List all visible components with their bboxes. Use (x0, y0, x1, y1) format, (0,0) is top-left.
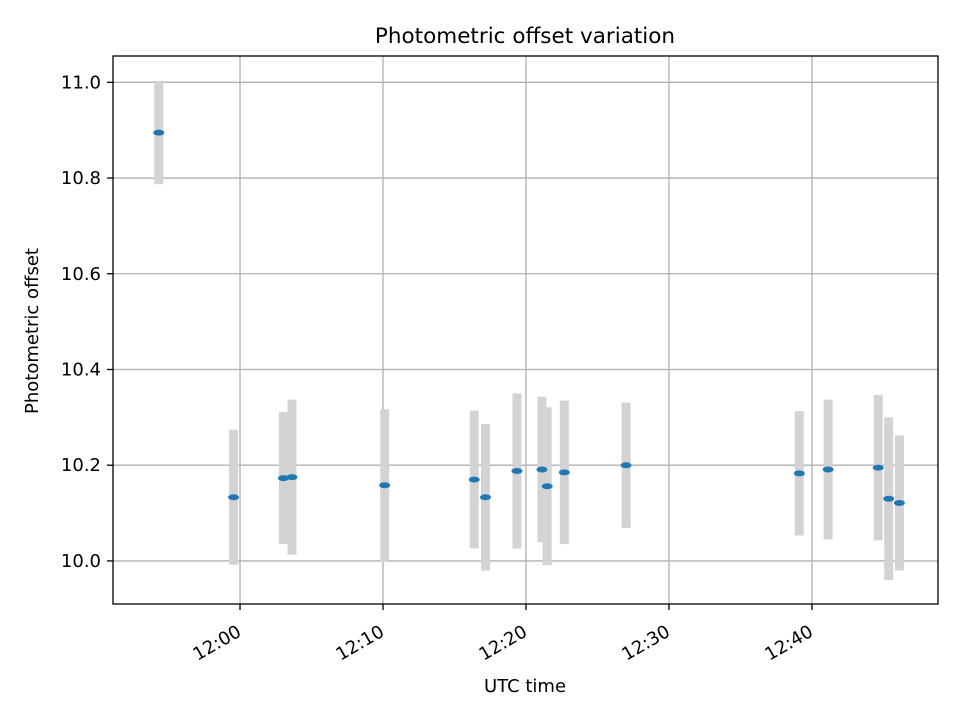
data-point (511, 467, 523, 474)
data-point (479, 494, 491, 501)
data-point (468, 476, 480, 483)
data-point (893, 500, 905, 507)
data-point (277, 475, 289, 482)
data-point (541, 483, 553, 490)
data-point (822, 466, 834, 473)
y-tick-label: 11.0 (61, 72, 101, 93)
chart-title: Photometric offset variation (375, 24, 675, 49)
data-point (620, 462, 632, 469)
y-tick-label: 10.2 (61, 455, 101, 476)
y-tick-label: 10.4 (61, 359, 101, 380)
data-point (286, 474, 298, 481)
y-tick-label: 10.6 (61, 264, 101, 285)
y-tick-label: 10.0 (61, 551, 101, 572)
data-point (153, 129, 165, 136)
y-axis-title: Photometric offset (22, 248, 43, 414)
data-point (379, 482, 391, 489)
data-point (883, 495, 895, 502)
data-points (153, 129, 905, 507)
data-point (793, 470, 805, 477)
data-point (872, 464, 884, 471)
y-tick-label: 10.8 (61, 168, 101, 189)
data-point (228, 494, 240, 501)
data-point (558, 469, 570, 476)
x-axis-title: UTC time (484, 676, 566, 697)
data-point (536, 466, 548, 473)
grid (113, 56, 938, 604)
